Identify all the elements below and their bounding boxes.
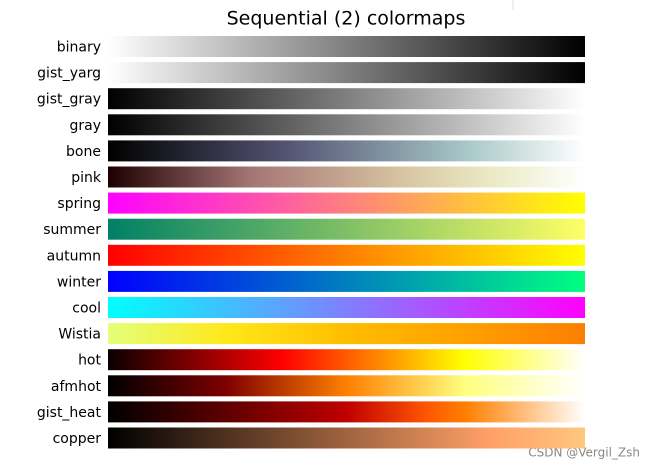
colormap-label: gist_heat [37, 405, 102, 421]
colorbar [108, 140, 585, 162]
colormap-label: Wistia [58, 327, 101, 343]
colorbar [108, 166, 585, 188]
colorbar [108, 244, 585, 266]
colormap-label: winter [57, 274, 101, 290]
colorbar [108, 401, 585, 423]
colormap-label: gist_yarg [37, 66, 101, 82]
colormap-label: gray [69, 118, 101, 134]
colorbar [108, 218, 585, 240]
colorbar [108, 36, 585, 57]
colorbar [108, 192, 585, 214]
chart-title: Sequential (2) colormaps [227, 8, 466, 30]
watermark: CSDN @Vergil_Zsh [528, 446, 640, 460]
colormap-label: spring [57, 196, 101, 212]
colormap-label: gist_gray [37, 92, 101, 108]
colorbar [108, 323, 585, 345]
colormap-label: pink [71, 170, 102, 186]
colormap-label: bone [66, 144, 101, 160]
colorbar [108, 427, 585, 449]
colormap-label: copper [53, 431, 102, 447]
colorbar [108, 270, 585, 292]
colorbar [108, 62, 585, 84]
colorbar [108, 114, 585, 136]
colormap-label: hot [78, 353, 101, 369]
colorbar [108, 375, 585, 397]
colorbar [108, 88, 585, 110]
colorbar [108, 349, 585, 371]
colormap-label: cool [72, 301, 101, 317]
colorbar [108, 297, 585, 318]
colormap-label: autumn [47, 248, 101, 264]
colormap-label: summer [43, 222, 101, 238]
colormap-label: binary [57, 40, 101, 56]
colormap-label: afmhot [51, 379, 102, 395]
